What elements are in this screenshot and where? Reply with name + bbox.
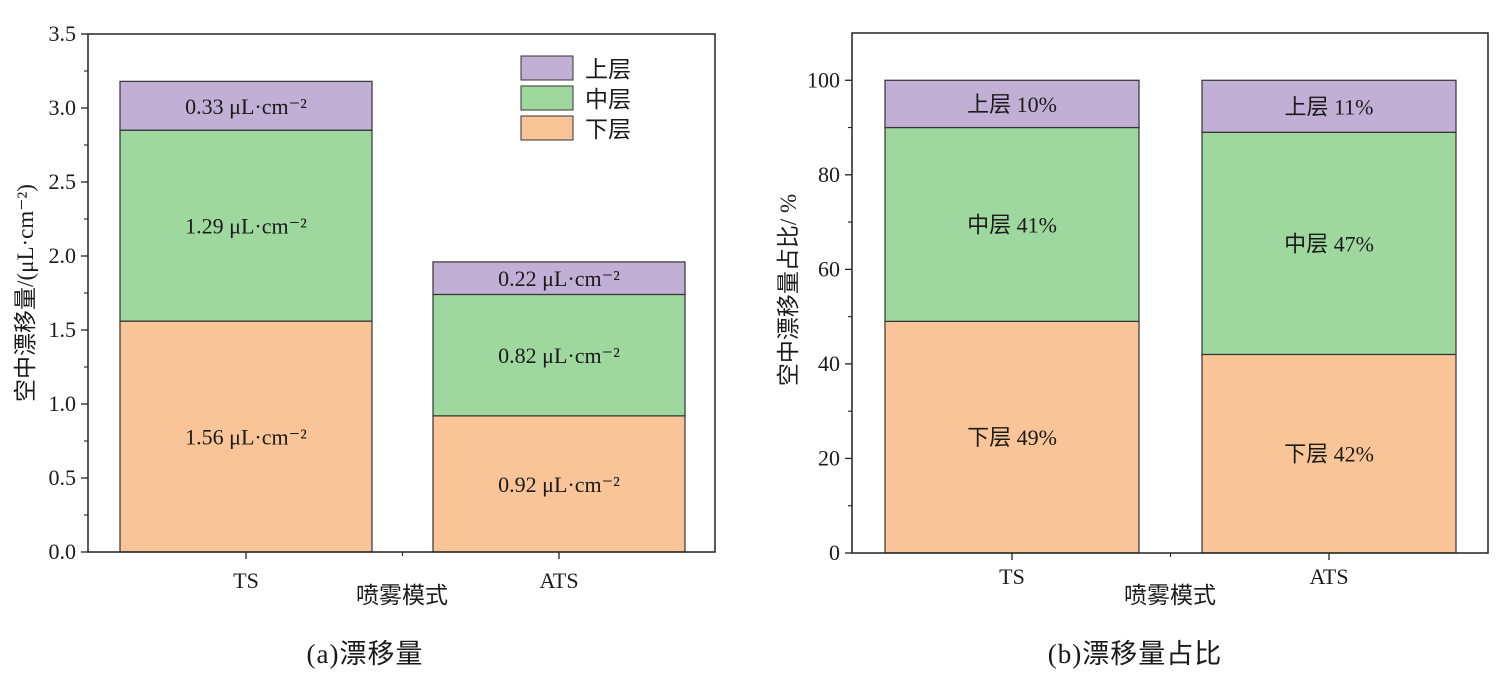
chart-a-segment-labels: 1.56 μL·cm⁻² 1.29 μL·cm⁻² 0.33 μL·cm⁻² 0.92… (185, 94, 620, 497)
chart-b-ytick-label: 0 (829, 540, 840, 565)
legend-swatch-middle (520, 85, 574, 111)
chart-a-bar-ts-lower (119, 320, 373, 553)
chart-a-xlabel: 喷雾模式 (356, 583, 448, 608)
chart-b-bar-ts-upper (884, 79, 1140, 129)
chart-a-xtick-label: ATS (539, 568, 578, 593)
chart-a-bars (119, 80, 686, 553)
chart-a-bar-ats-middle (432, 293, 686, 417)
chart-b-ytick-label: 80 (818, 162, 840, 187)
chart-b-bar-ts-lower (884, 320, 1140, 554)
chart-a-ytick-label: 3.0 (49, 95, 77, 120)
chart-a-label-ats-upper: 0.22 μL·cm⁻² (498, 266, 620, 291)
legend-label-lower: 下层 (585, 117, 631, 142)
chart-b-caption: (b)漂移量占比 (1048, 639, 1222, 669)
chart-a-label-ats-lower: 0.92 μL·cm⁻² (498, 472, 620, 497)
chart-a-ytick-label: 2.0 (49, 243, 77, 268)
chart-a-label-ts-middle: 1.29 μL·cm⁻² (185, 214, 307, 239)
chart-a-legend: 上层 中层 下层 (520, 55, 631, 142)
chart-a: 1.56 μL·cm⁻² 1.29 μL·cm⁻² 0.33 μL·cm⁻² 0.92… (13, 21, 716, 669)
chart-a-label-ts-lower: 1.56 μL·cm⁻² (185, 425, 307, 450)
chart-a-ytick-label: 2.5 (49, 169, 77, 194)
chart-b-bar-ats-middle (1201, 131, 1457, 356)
chart-a-caption: (a)漂移量 (307, 639, 424, 669)
chart-b-bar-ts-middle (884, 126, 1140, 322)
chart-b-label-ats-upper: 上层 11% (1284, 94, 1373, 119)
chart-b: 下层 49% 中层 41% 上层 10% 下层 42% 中层 47% 上层 11% 0 20… (776, 32, 1489, 669)
chart-b-ytick-label: 40 (818, 351, 840, 376)
chart-a-label-ts-upper: 0.33 μL·cm⁻² (185, 94, 307, 119)
chart-b-bars (884, 79, 1457, 554)
chart-a-xtick-label: TS (233, 568, 259, 593)
chart-a-bar-ts-upper (119, 80, 373, 131)
chart-a-ytick-label: 0.5 (49, 465, 77, 490)
chart-b-bar-ats-lower (1201, 353, 1457, 554)
chart-a-bar-ats-lower (432, 415, 686, 553)
chart-b-label-ts-upper: 上层 10% (967, 92, 1057, 117)
chart-b-x-ticks: TS ATS (999, 553, 1349, 589)
legend-label-middle: 中层 (585, 87, 631, 112)
chart-b-ylabel: 空中漂移量占比/ % (776, 194, 801, 386)
chart-b-xtick-label: TS (999, 564, 1025, 589)
chart-b-xlabel: 喷雾模式 (1124, 583, 1216, 608)
chart-b-ytick-label: 100 (807, 67, 840, 92)
chart-a-bar-ts-middle (119, 129, 373, 322)
legend-swatch-lower (520, 115, 574, 141)
chart-b-segment-labels: 下层 49% 中层 41% 上层 10% 下层 42% 中层 47% 上层 11% (967, 92, 1374, 467)
chart-b-label-ts-lower: 下层 49% (967, 425, 1057, 450)
chart-a-ytick-label: 1.0 (49, 391, 77, 416)
chart-a-ytick-label: 1.5 (49, 317, 77, 342)
chart-b-bar-ats-upper (1201, 79, 1457, 133)
chart-b-ytick-label: 20 (818, 445, 840, 470)
chart-a-ytick-label: 0.0 (49, 539, 77, 564)
chart-a-label-ats-middle: 0.82 μL·cm⁻² (498, 343, 620, 368)
chart-a-ylabel: 空中漂移量/(μL·cm⁻²) (13, 184, 38, 402)
chart-a-y-ticks: 0.0 0.5 1.0 1.5 2.0 2.5 3.0 3.5 (49, 21, 88, 564)
chart-a-ytick-label: 3.5 (49, 21, 77, 46)
chart-b-y-ticks: 0 20 40 60 80 100 (807, 67, 852, 565)
chart-b-label-ats-lower: 下层 42% (1284, 442, 1374, 467)
chart-b-xtick-label: ATS (1309, 564, 1348, 589)
legend-swatch-upper (520, 55, 574, 81)
chart-b-label-ats-middle: 中层 47% (1284, 231, 1374, 256)
chart-a-bar-ats-upper (432, 261, 686, 296)
legend-label-upper: 上层 (585, 57, 631, 82)
chart-a-x-ticks: TS ATS (233, 552, 579, 593)
chart-b-ytick-label: 60 (818, 256, 840, 281)
chart-b-label-ts-middle: 中层 41% (967, 212, 1057, 237)
